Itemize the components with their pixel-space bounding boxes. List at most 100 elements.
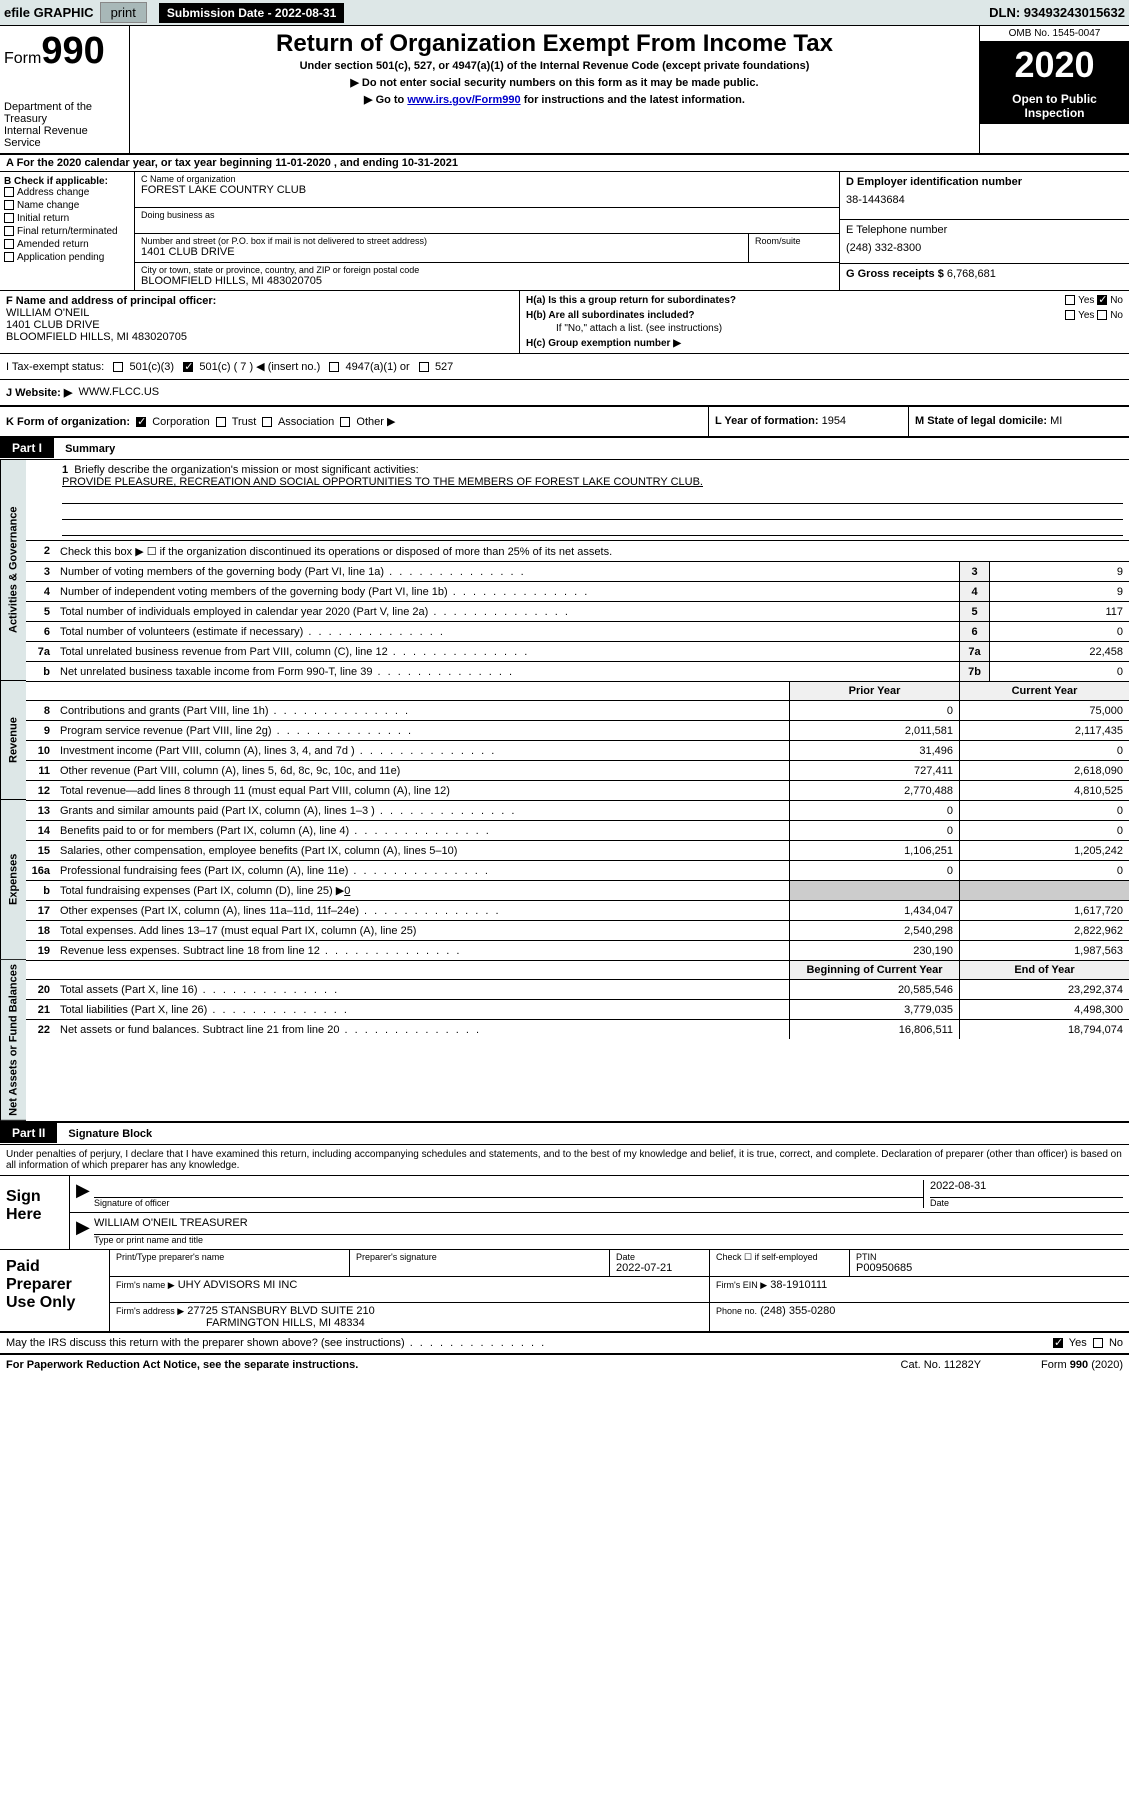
org-name-box: C Name of organization FOREST LAKE COUNT… — [135, 172, 839, 208]
section-c: C Name of organization FOREST LAKE COUNT… — [135, 172, 839, 290]
ein-value: 38-1443684 — [846, 194, 1123, 206]
chk-application-pending[interactable]: Application pending — [4, 252, 130, 263]
line-7a-val: 22,458 — [989, 642, 1129, 661]
preparer-row: Paid Preparer Use Only Print/Type prepar… — [0, 1250, 1129, 1333]
line-10: Investment income (Part VIII, column (A)… — [56, 743, 789, 759]
part1-label: Part I — [0, 438, 54, 458]
ein-label: D Employer identification number — [846, 176, 1123, 188]
part2-header-row: Part II Signature Block — [0, 1123, 1129, 1145]
footer-row: For Paperwork Reduction Act Notice, see … — [0, 1355, 1129, 1375]
section-l: L Year of formation: 1954 — [709, 407, 909, 436]
irs-label: Internal Revenue Service — [4, 125, 125, 149]
print-button[interactable]: print — [100, 2, 147, 23]
officer-name: WILLIAM O'NEIL — [6, 307, 513, 319]
line-15: Salaries, other compensation, employee b… — [56, 843, 789, 859]
chk-amended-return[interactable]: Amended return — [4, 239, 130, 250]
tax-year: 2020 — [1014, 44, 1094, 85]
line-5: Total number of individuals employed in … — [56, 604, 959, 620]
section-i-row: I Tax-exempt status: 501(c)(3) 501(c) ( … — [0, 354, 1129, 380]
instruction-2: ▶ Go to www.irs.gov/Form990 for instruct… — [138, 93, 971, 106]
officer-name-row: ▶ WILLIAM O'NEIL TREASURER Type or print… — [70, 1213, 1129, 1249]
netassets-section: Net Assets or Fund Balances Beginning of… — [0, 960, 1129, 1123]
line-20: Total assets (Part X, line 16) — [56, 982, 789, 998]
chk-address-change[interactable]: Address change — [4, 187, 130, 198]
section-f-h-row: F Name and address of principal officer:… — [0, 291, 1129, 354]
website-value: WWW.FLCC.US — [78, 386, 159, 399]
phone-box: E Telephone number (248) 332-8300 — [840, 220, 1129, 264]
officer-addr2: BLOOMFIELD HILLS, MI 483020705 — [6, 331, 513, 343]
line-7a: Total unrelated business revenue from Pa… — [56, 644, 959, 660]
prior-year-header: Prior Year — [789, 682, 959, 700]
dln: DLN: 93493243015632 — [989, 5, 1125, 20]
dba-label: Doing business as — [141, 210, 833, 220]
org-name: FOREST LAKE COUNTRY CLUB — [141, 184, 833, 196]
line-22: Net assets or fund balances. Subtract li… — [56, 1022, 789, 1038]
sign-here-label: Sign Here — [0, 1176, 70, 1249]
chk-final-return[interactable]: Final return/terminated — [4, 226, 130, 237]
dba-box: Doing business as — [135, 208, 839, 234]
section-h: H(a) Is this a group return for subordin… — [520, 291, 1129, 353]
preparer-label: Paid Preparer Use Only — [0, 1250, 110, 1331]
line-14: Benefits paid to or for members (Part IX… — [56, 823, 789, 839]
sign-here-row: Sign Here ▶ Signature of officer 2022-08… — [0, 1176, 1129, 1250]
signature-declaration: Under penalties of perjury, I declare th… — [0, 1145, 1129, 1176]
section-k-row: K Form of organization: Corporation Trus… — [0, 407, 1129, 438]
line-17: Other expenses (Part IX, column (A), lin… — [56, 903, 789, 919]
chk-initial-return[interactable]: Initial return — [4, 213, 130, 224]
chk-name-change[interactable]: Name change — [4, 200, 130, 211]
officer-label: F Name and address of principal officer: — [6, 295, 513, 307]
main-title: Return of Organization Exempt From Incom… — [138, 30, 971, 58]
h-b-row: H(b) Are all subordinates included? Yes … — [526, 310, 1123, 321]
section-j: J Website: ▶ WWW.FLCC.US — [0, 380, 1129, 407]
line-18: Total expenses. Add lines 13–17 (must eq… — [56, 923, 789, 939]
phone-value: (248) 332-8300 — [846, 242, 1123, 254]
end-year-header: End of Year — [959, 961, 1129, 979]
address-row: Number and street (or P.O. box if mail i… — [135, 234, 839, 262]
city-value: BLOOMFIELD HILLS, MI 483020705 — [141, 275, 833, 287]
part2-title: Signature Block — [60, 1124, 160, 1144]
form-header: Form990 Department of the Treasury Inter… — [0, 26, 1129, 155]
gross-receipts-box: G Gross receipts $ 6,768,681 — [840, 264, 1129, 286]
line-16a: Professional fundraising fees (Part IX, … — [56, 863, 789, 879]
city-box: City or town, state or province, country… — [135, 262, 839, 290]
part1-header-row: Part I Summary — [0, 438, 1129, 460]
form990-link[interactable]: www.irs.gov/Form990 — [407, 94, 520, 106]
line-3-val: 9 — [989, 562, 1129, 581]
omb-number: OMB No. 1545-0047 — [980, 26, 1129, 42]
title-cell: Return of Organization Exempt From Incom… — [130, 26, 979, 153]
submission-date: Submission Date - 2022-08-31 — [159, 3, 344, 23]
instruction-1: ▶ Do not enter social security numbers o… — [138, 76, 971, 89]
line-5-val: 117 — [989, 602, 1129, 621]
section-b: B Check if applicable: Address change Na… — [0, 172, 135, 290]
section-f: F Name and address of principal officer:… — [0, 291, 520, 353]
expenses-label: Expenses — [0, 800, 26, 960]
form-number-cell: Form990 Department of the Treasury Inter… — [0, 26, 130, 153]
section-k: K Form of organization: Corporation Trus… — [0, 407, 709, 436]
officer-signature-row: ▶ Signature of officer 2022-08-31 Date — [70, 1176, 1129, 1213]
governance-label: Activities & Governance — [0, 460, 26, 681]
line-8: Contributions and grants (Part VIII, lin… — [56, 703, 789, 719]
line-13: Grants and similar amounts paid (Part IX… — [56, 803, 789, 819]
street-label: Number and street (or P.O. box if mail i… — [141, 236, 742, 246]
form-footer: Form 990 (2020) — [1041, 1359, 1123, 1371]
officer-addr1: 1401 CLUB DRIVE — [6, 319, 513, 331]
part1-title: Summary — [57, 439, 123, 459]
line-9: Program service revenue (Part VIII, line… — [56, 723, 789, 739]
netassets-label: Net Assets or Fund Balances — [0, 960, 26, 1121]
form-number: 990 — [41, 30, 104, 72]
expenses-section: Expenses 13Grants and similar amounts pa… — [0, 800, 1129, 960]
cat-number: Cat. No. 11282Y — [901, 1359, 982, 1371]
line-11: Other revenue (Part VIII, column (A), li… — [56, 763, 789, 779]
street-box: Number and street (or P.O. box if mail i… — [135, 234, 749, 262]
arrow-icon: ▶ — [76, 1180, 94, 1208]
ein-box: D Employer identification number 38-1443… — [840, 172, 1129, 220]
top-bar: efile GRAPHIC print Submission Date - 20… — [0, 0, 1129, 26]
room-label: Room/suite — [755, 236, 833, 246]
section-d-e-g: D Employer identification number 38-1443… — [839, 172, 1129, 290]
website-label: J Website: ▶ — [6, 386, 72, 399]
line-3: Number of voting members of the governin… — [56, 564, 959, 580]
line-7b-val: 0 — [989, 662, 1129, 681]
mission-text: PROVIDE PLEASURE, RECREATION AND SOCIAL … — [62, 476, 1123, 488]
paperwork-notice: For Paperwork Reduction Act Notice, see … — [6, 1359, 358, 1371]
right-header-cell: OMB No. 1545-0047 2020 Open to Public In… — [979, 26, 1129, 153]
